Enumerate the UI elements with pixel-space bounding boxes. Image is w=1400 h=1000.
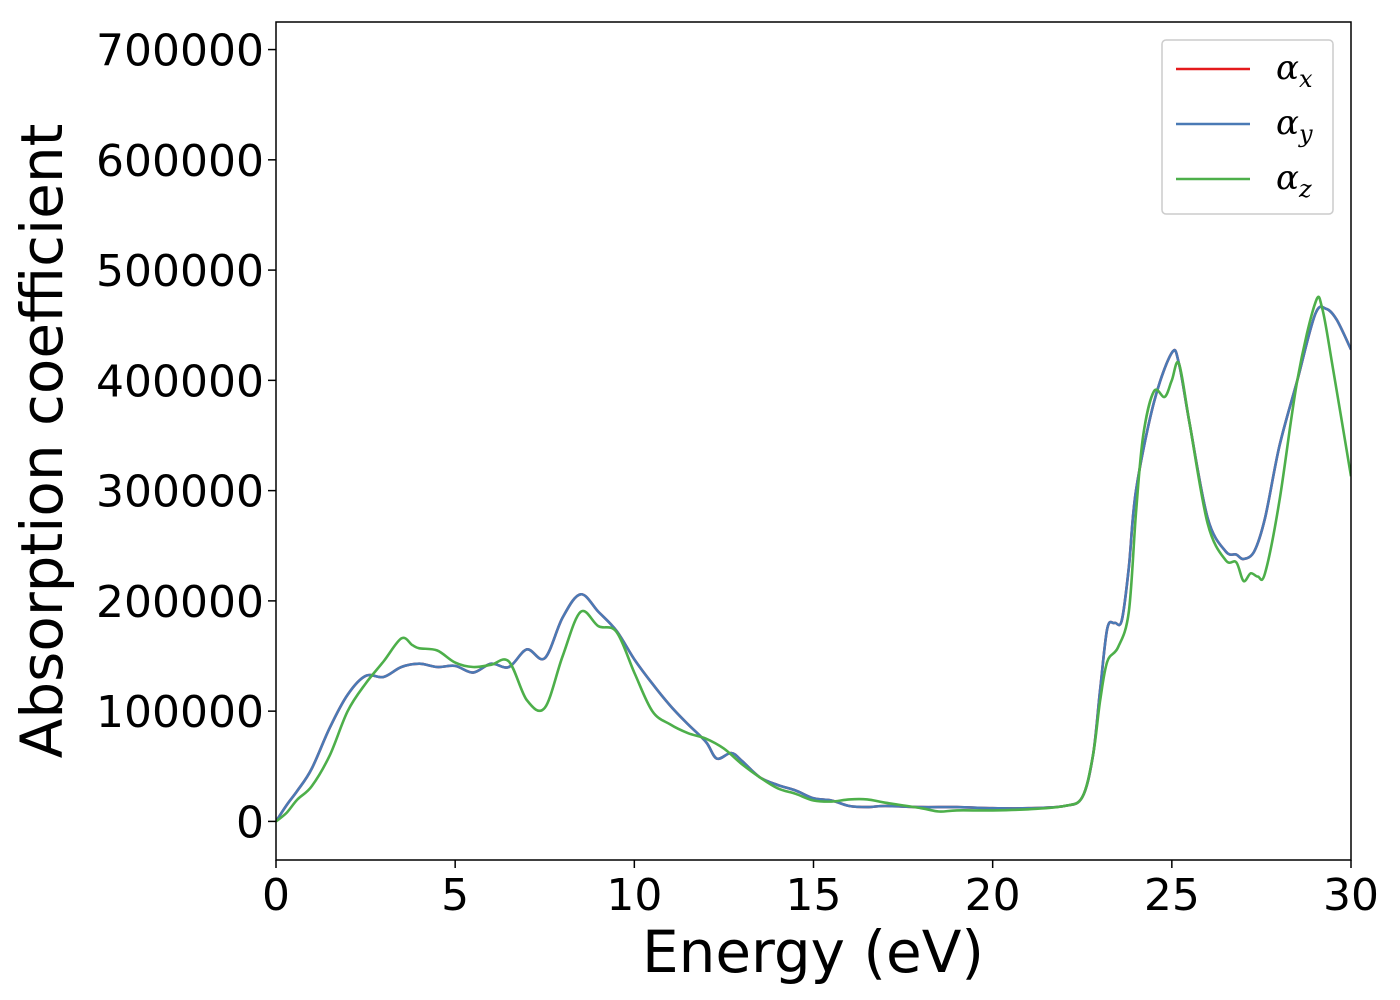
y-tick-label: 500000	[96, 246, 264, 297]
y-tick-label: 700000	[96, 26, 264, 77]
x-tick-label: 0	[262, 870, 290, 921]
legend-label-y: αy	[1276, 103, 1313, 148]
x-tick-label: 30	[1323, 870, 1379, 921]
y-tick-label: 200000	[96, 577, 264, 628]
x-tick-label: 20	[965, 870, 1021, 921]
x-tick-label: 10	[606, 870, 662, 921]
y-axis: 0 100000 200000 300000 400000 500000 600000 700…	[96, 26, 276, 848]
x-tick-label: 5	[441, 870, 469, 921]
y-axis-label: Absorption coefficient	[8, 124, 76, 759]
y-tick-label: 300000	[96, 467, 264, 518]
y-tick-label: 600000	[96, 136, 264, 187]
y-tick-label: 100000	[96, 687, 264, 738]
x-axis-label: Energy (eV)	[642, 918, 984, 986]
x-axis: 0 5 10 15 20 25 30	[262, 860, 1379, 921]
x-tick-label: 25	[1144, 870, 1200, 921]
y-tick-label: 0	[236, 797, 264, 848]
legend-box	[1161, 39, 1334, 215]
x-tick-label: 15	[786, 870, 842, 921]
series-line-z	[276, 295, 1351, 823]
y-tick-label: 400000	[96, 356, 264, 407]
